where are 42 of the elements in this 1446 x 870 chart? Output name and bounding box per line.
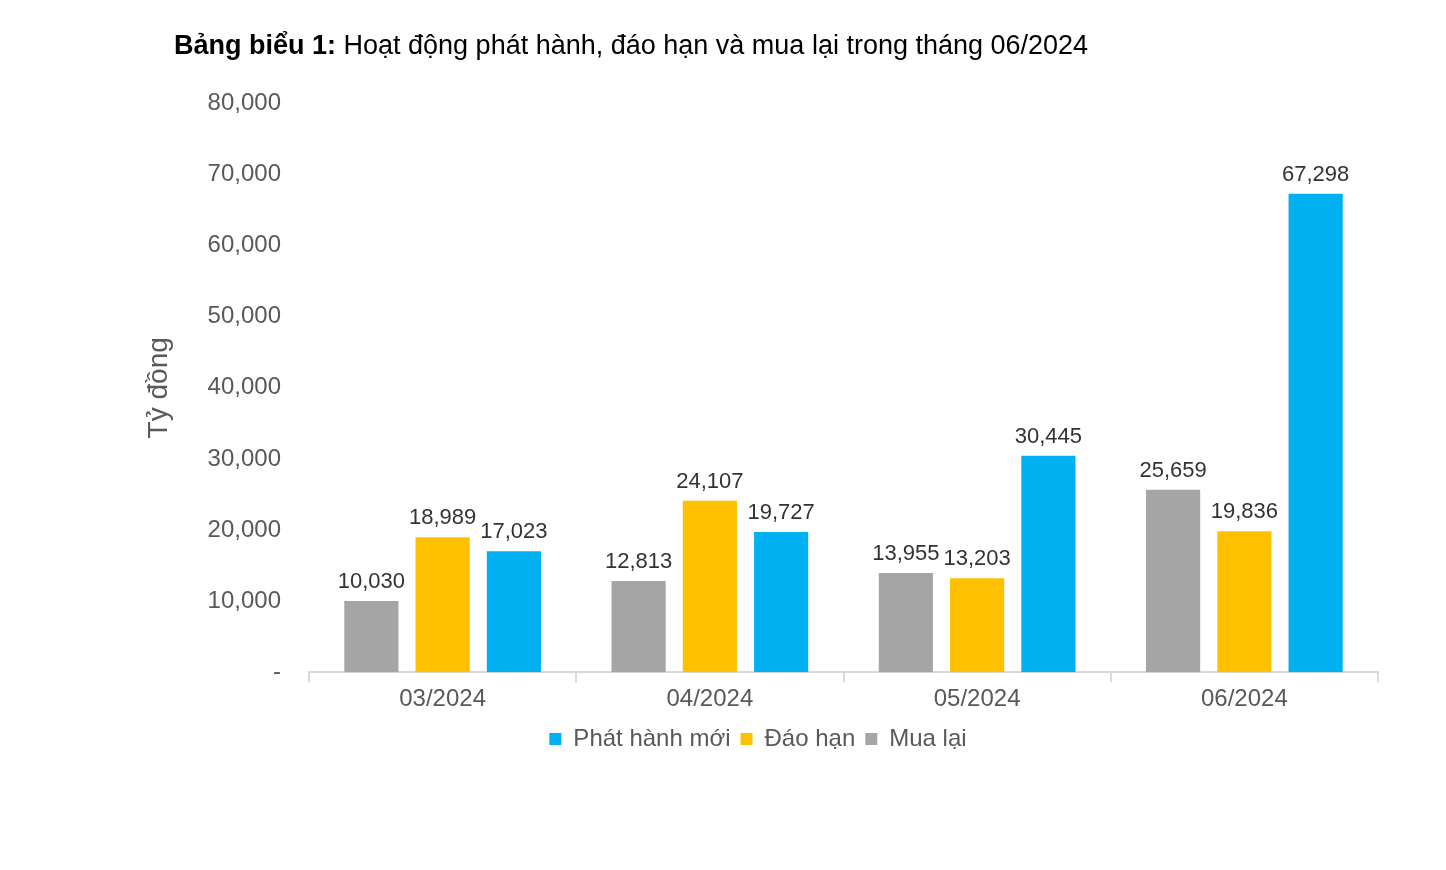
y-tick-label: 70,000 — [207, 159, 282, 187]
y-tick-label: 40,000 — [207, 372, 282, 400]
bar — [415, 537, 470, 673]
data-label: 19,727 — [747, 499, 815, 524]
legend-label: Mua lại — [889, 723, 967, 751]
x-tick-label: 06/2024 — [1200, 684, 1288, 712]
data-label: 19,836 — [1210, 498, 1279, 524]
y-tick-label: 20,000 — [207, 514, 282, 542]
chart-title: Bảng biểu 1: Hoạt động phát hành, đáo hạn và mua lại trong tháng 06/2024 — [173, 29, 1090, 61]
data-label: 13,955 — [872, 540, 940, 566]
bar — [344, 600, 399, 673]
data-label: 17,023 — [480, 518, 548, 544]
bar — [682, 500, 737, 673]
bar — [1217, 531, 1272, 673]
data-label: 67,298 — [1281, 160, 1350, 186]
data-label: 24,107 — [676, 467, 744, 493]
bar — [611, 581, 666, 673]
y-tick-label: 50,000 — [207, 301, 282, 329]
data-label: 30,445 — [1014, 422, 1083, 448]
y-tick-label: 10,000 — [207, 585, 282, 613]
y-tick-label: - — [273, 656, 282, 684]
bar — [1021, 455, 1076, 673]
data-label: 13,203 — [943, 545, 1011, 571]
y-tick-label: 60,000 — [207, 230, 282, 258]
bar — [486, 551, 541, 673]
bar — [1146, 489, 1201, 673]
y-axis-title: Tỷ đồng — [141, 337, 173, 439]
data-label: 18,989 — [408, 504, 477, 530]
bar — [1288, 193, 1343, 673]
x-tick-label: 03/2024 — [399, 684, 487, 712]
x-tick-label: 04/2024 — [666, 684, 754, 712]
bar — [754, 531, 809, 673]
data-label: 25,659 — [1139, 456, 1207, 482]
legend-label: Đáo hạn — [764, 723, 856, 751]
data-label: 12,813 — [604, 548, 673, 574]
x-tick-label: 05/2024 — [933, 684, 1021, 712]
bar — [950, 578, 1005, 673]
y-tick-label: 30,000 — [207, 443, 282, 471]
bar — [878, 572, 933, 673]
data-label: 10,030 — [337, 567, 406, 593]
legend-label: Phát hành mới — [573, 723, 731, 751]
y-tick-label: 80,000 — [207, 88, 282, 116]
